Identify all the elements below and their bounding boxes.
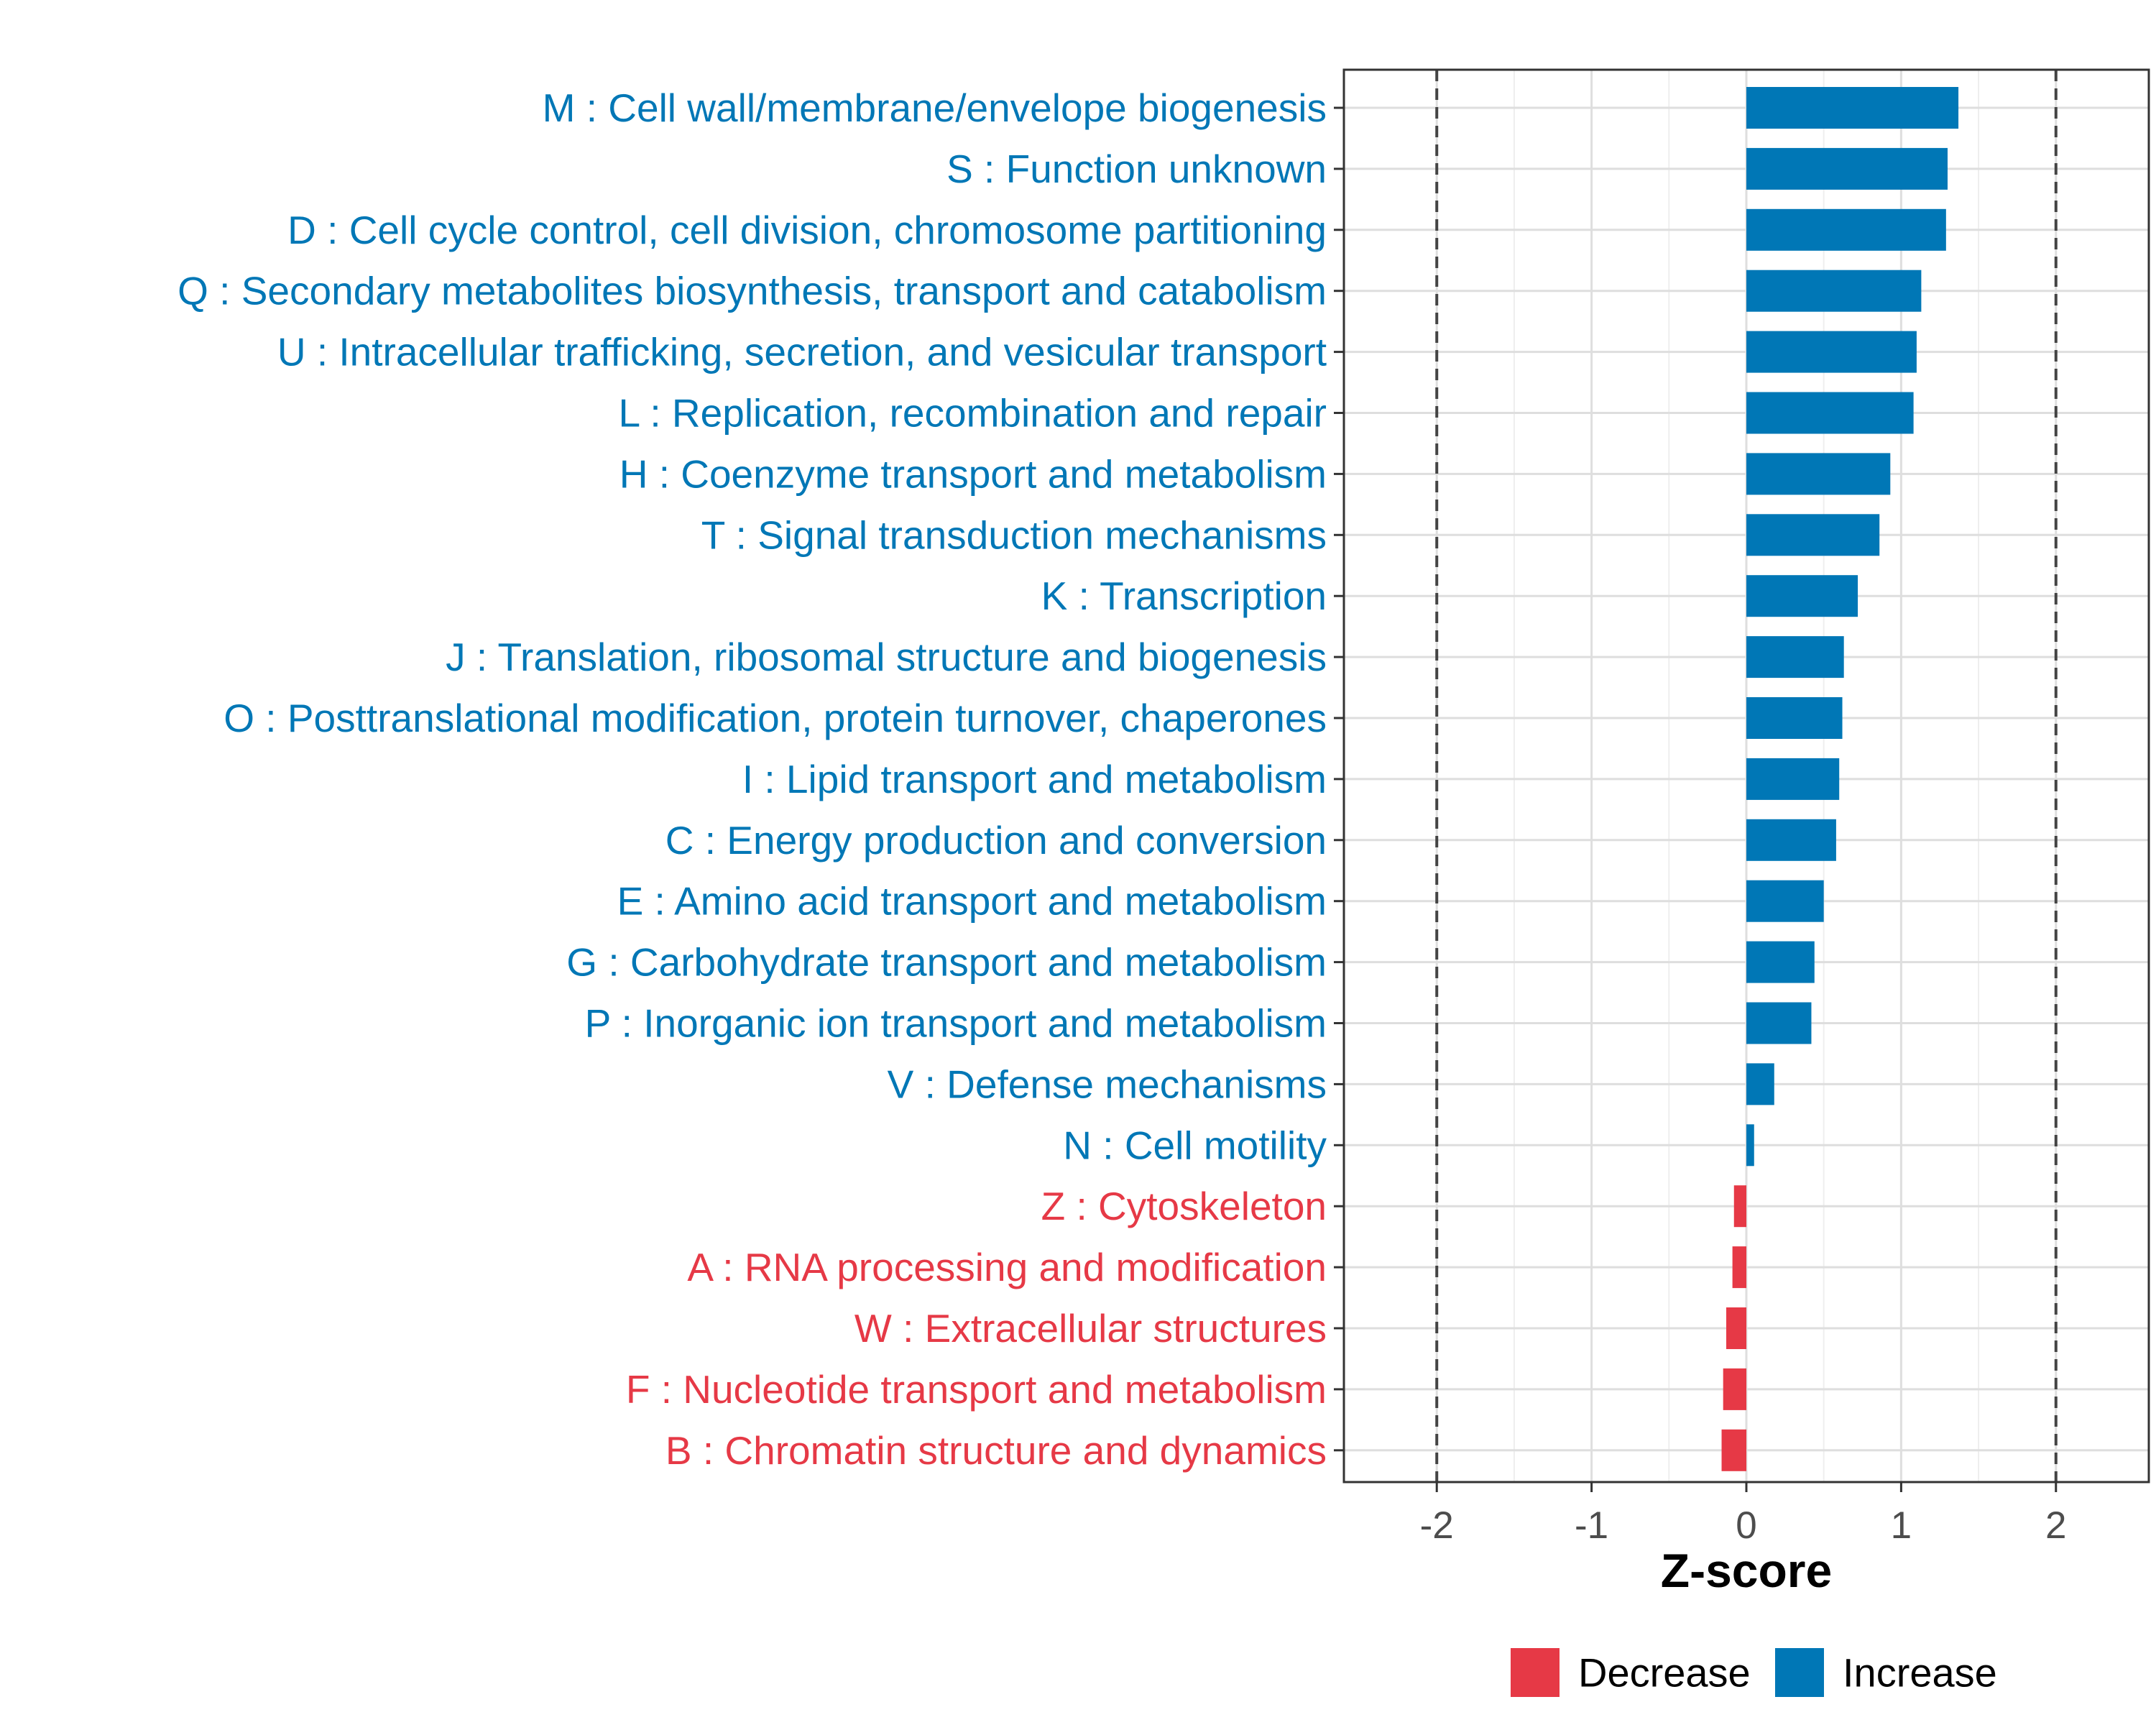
bar — [1746, 87, 1959, 129]
category-label: U : Intracellular trafficking, secretion… — [277, 330, 1327, 374]
category-label: W : Extracellular structures — [854, 1306, 1327, 1351]
category-label: O : Posttranslational modification, prot… — [224, 696, 1327, 740]
bar — [1746, 208, 1946, 251]
legend-label: Decrease — [1578, 1650, 1751, 1696]
bar — [1746, 270, 1922, 312]
category-label: T : Signal transduction mechanisms — [701, 512, 1327, 557]
category-label: B : Chromatin structure and dynamics — [665, 1428, 1327, 1473]
bar — [1746, 758, 1840, 800]
bar — [1746, 1124, 1754, 1167]
category-label: D : Cell cycle control, cell division, c… — [287, 208, 1327, 252]
bar — [1746, 1063, 1774, 1105]
bar — [1721, 1429, 1746, 1471]
category-label: I : Lipid transport and metabolism — [742, 757, 1327, 801]
bars — [1721, 87, 1959, 1471]
category-label: M : Cell wall/membrane/envelope biogenes… — [543, 86, 1327, 130]
x-tick-label: 0 — [1736, 1504, 1756, 1547]
bar — [1746, 636, 1844, 678]
x-tick-label: -1 — [1575, 1504, 1608, 1547]
category-label: J : Translation, ribosomal structure and… — [446, 635, 1327, 679]
category-label: N : Cell motility — [1063, 1123, 1327, 1167]
category-label: S : Function unknown — [946, 147, 1327, 191]
category-label: C : Energy production and conversion — [665, 818, 1327, 862]
category-label: G : Carbohydrate transport and metabolis… — [566, 940, 1327, 985]
category-label: V : Defense mechanisms — [888, 1062, 1327, 1106]
x-tick-label: 1 — [1891, 1504, 1912, 1547]
bar — [1732, 1246, 1746, 1289]
category-label: A : RNA processing and modification — [687, 1245, 1327, 1289]
category-label: E : Amino acid transport and metabolism — [617, 879, 1327, 924]
bar — [1746, 941, 1815, 983]
x-axis-title: Z-score — [1661, 1544, 1832, 1597]
bar — [1746, 514, 1880, 556]
bar — [1746, 575, 1858, 617]
bar — [1746, 392, 1914, 434]
bar — [1746, 880, 1824, 922]
bar — [1746, 453, 1891, 495]
bar — [1746, 819, 1836, 861]
category-label: Z : Cytoskeleton — [1041, 1184, 1327, 1228]
category-label: K : Transcription — [1041, 574, 1327, 618]
bar — [1746, 1002, 1812, 1044]
x-axis-ticks — [1435, 1482, 2058, 1492]
bar — [1746, 147, 1948, 190]
legend-swatch — [1511, 1648, 1560, 1697]
y-axis-ticks — [1334, 106, 1344, 1452]
legend-swatch — [1775, 1648, 1824, 1697]
bar — [1733, 1185, 1746, 1228]
category-label: L : Replication, recombination and repai… — [619, 391, 1327, 436]
legend-label: Increase — [1843, 1650, 1997, 1696]
x-axis-tick-labels: -2 -1 0 1 2 — [1420, 1504, 2067, 1547]
y-axis-category-labels: M : Cell wall/membrane/envelope biogenes… — [178, 86, 1327, 1473]
category-label: Q : Secondary metabolites biosynthesis, … — [178, 269, 1327, 313]
bar — [1723, 1368, 1746, 1410]
bar — [1746, 697, 1843, 739]
category-label: P : Inorganic ion transport and metaboli… — [585, 1001, 1327, 1046]
category-label: H : Coenzyme transport and metabolism — [619, 451, 1327, 496]
bar — [1746, 331, 1917, 373]
reference-lines — [1435, 70, 2058, 1482]
category-label: F : Nucleotide transport and metabolism — [626, 1367, 1327, 1412]
x-tick-label: -2 — [1420, 1504, 1454, 1547]
x-tick-label: 2 — [2045, 1504, 2066, 1547]
legend: Decrease Increase — [1511, 1648, 1997, 1697]
bar — [1726, 1307, 1746, 1349]
